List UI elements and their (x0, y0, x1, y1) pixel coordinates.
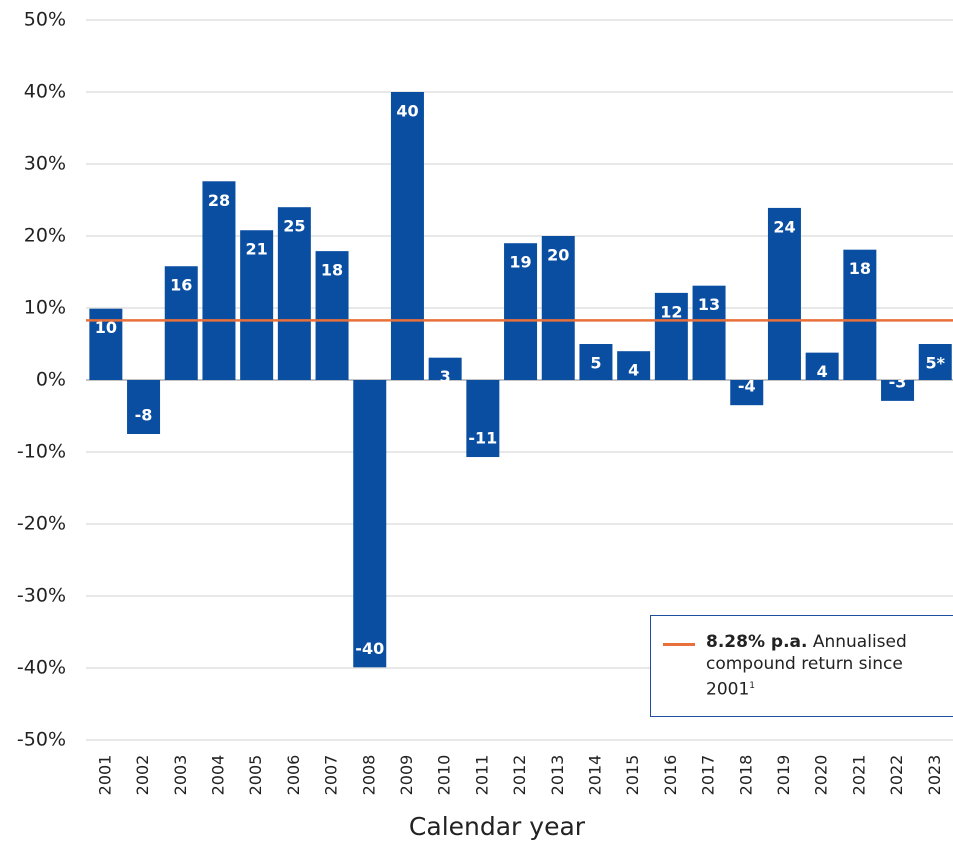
bar (617, 351, 651, 380)
x-tick-label: 2001 (95, 755, 114, 796)
x-tick-label: 2021 (849, 755, 868, 796)
x-tick-label: 2018 (736, 755, 755, 796)
x-tick-label: 2020 (812, 755, 831, 796)
value-label: 20 (547, 246, 569, 265)
value-label: 4 (628, 361, 639, 380)
x-tick-label: 2015 (623, 755, 642, 796)
x-tick-label: 2003 (171, 755, 190, 796)
value-label: 5 (590, 354, 601, 373)
y-tick-label: -30% (17, 585, 66, 607)
value-label: 25 (283, 217, 305, 236)
value-label: 21 (246, 240, 268, 259)
bar (428, 357, 462, 380)
value-label: 12 (660, 302, 682, 321)
legend-text: 8.28% p.a. Annualised compound return si… (706, 631, 941, 701)
x-tick-label: 2017 (699, 755, 718, 796)
bar (881, 380, 915, 401)
bar (315, 251, 349, 380)
bar (466, 380, 500, 458)
x-tick-label: 2013 (548, 755, 567, 796)
bar (504, 243, 538, 380)
value-label: -40 (355, 639, 384, 658)
x-tick-label: 2007 (322, 755, 341, 796)
value-label: 24 (773, 217, 795, 236)
bar (843, 249, 877, 380)
bar (353, 380, 387, 668)
x-tick-label: 2002 (133, 755, 152, 796)
value-label: 16 (170, 276, 192, 295)
value-label: 13 (698, 295, 720, 314)
x-tick-label: 2014 (585, 755, 604, 796)
x-tick-label: 2004 (208, 755, 227, 796)
value-label: 40 (396, 102, 418, 121)
bar (654, 292, 688, 380)
value-label: 10 (95, 318, 117, 337)
value-label: 18 (849, 259, 871, 278)
value-label: -11 (468, 429, 497, 448)
x-tick-label: 2012 (510, 755, 529, 796)
legend-footnote: 1 (749, 681, 755, 691)
y-tick-label: 10% (24, 297, 66, 319)
value-label: -4 (738, 377, 756, 396)
x-tick-label: 2009 (397, 755, 416, 796)
legend-swatch (663, 643, 695, 646)
value-label: 3 (440, 367, 451, 386)
value-label: -8 (135, 406, 153, 425)
x-axis-title: Calendar year (409, 812, 586, 841)
value-label: -3 (889, 372, 907, 391)
legend-bold: 8.28% p.a. (706, 632, 808, 652)
bar (202, 181, 236, 380)
x-tick-label: 2006 (284, 755, 303, 796)
bar (127, 380, 161, 434)
bar (805, 352, 839, 380)
legend: 8.28% p.a. Annualised compound return si… (650, 615, 953, 717)
y-tick-label: 50% (24, 9, 66, 31)
bar (918, 344, 952, 380)
x-tick-label: 2011 (472, 755, 491, 796)
x-tick-label: 2008 (359, 755, 378, 796)
y-tick-label: 0% (36, 369, 66, 391)
bar (277, 207, 311, 380)
bar (240, 230, 274, 380)
legend-label: Annualised compound return since 2001 (706, 632, 907, 700)
bar (579, 344, 613, 380)
value-label: 18 (321, 261, 343, 280)
bar (541, 236, 575, 380)
value-label: 4 (817, 362, 828, 381)
bar (164, 266, 198, 380)
bar (390, 92, 424, 380)
x-tick-label: 2005 (246, 755, 265, 796)
y-tick-label: 40% (24, 81, 66, 103)
value-label: 19 (509, 253, 531, 272)
x-tick-label: 2023 (925, 755, 944, 796)
y-tick-label: -50% (17, 729, 66, 751)
y-tick-label: 30% (24, 153, 66, 175)
y-tick-label: 20% (24, 225, 66, 247)
value-label: 5* (926, 354, 946, 373)
y-tick-label: -10% (17, 441, 66, 463)
x-tick-label: 2010 (435, 755, 454, 796)
y-tick-label: -40% (17, 657, 66, 679)
bar (767, 207, 801, 380)
y-tick-label: -20% (17, 513, 66, 535)
bar (730, 380, 764, 406)
x-tick-label: 2016 (661, 755, 680, 796)
x-tick-label: 2022 (887, 755, 906, 796)
value-label: 28 (208, 191, 230, 210)
bar (692, 285, 726, 380)
x-tick-label: 2019 (774, 755, 793, 796)
